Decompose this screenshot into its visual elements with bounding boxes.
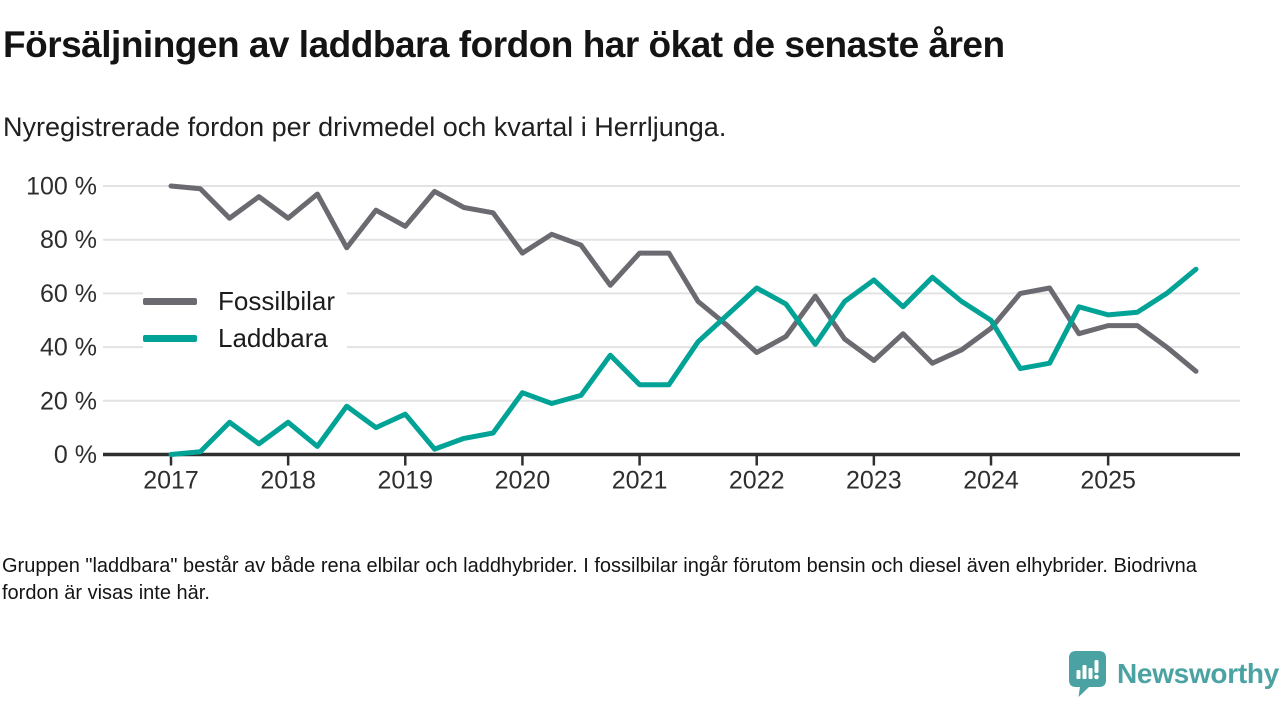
series-line-fossilbilar: [168, 183, 1199, 374]
x-tick-label-2019: 2019: [377, 467, 433, 495]
series-line-laddbara: [168, 266, 1199, 457]
x-tick-label-2024: 2024: [963, 467, 1019, 495]
y-tick-label-0: 0 %: [54, 441, 97, 469]
x-tick-label-2021: 2021: [612, 467, 668, 495]
speech-bubble-shape: [1069, 651, 1106, 697]
y-tick-label-40: 40 %: [40, 334, 97, 362]
x-tick-label-2023: 2023: [846, 467, 902, 495]
legend-item-laddbara: Laddbara: [143, 320, 348, 357]
fossilbilar-line-swatch: [143, 298, 197, 305]
quarterly-fuel-share-line-chart: 0 % 20 % 40 % 60 % 80 % 100 % 2017 2018 2019 2020…: [26, 173, 1240, 495]
x-tick-label-2017: 2017: [143, 467, 199, 495]
chart-footnote: Gruppen "laddbara" består av både rena e…: [2, 555, 1197, 604]
y-tick-label-80: 80 %: [40, 226, 97, 254]
chart-subtitle: Nyregistrerade fordon per drivmedel och …: [3, 112, 727, 142]
newsworthy-logo: Newsworthy: [1068, 650, 1279, 698]
x-tick-label-2020: 2020: [495, 467, 551, 495]
legend-label-fossilbilar: Fossilbilar: [218, 286, 336, 316]
exclamation-bar: [1094, 660, 1099, 673]
bar-chart-glyph: [1076, 660, 1099, 680]
y-tick-label-20: 20 %: [40, 387, 97, 415]
laddbara-line-swatch: [143, 335, 197, 342]
chart-legend: Fossilbilar Laddbara: [143, 283, 348, 357]
y-tick-label-60: 60 %: [40, 280, 97, 308]
x-tick-label-2025: 2025: [1080, 467, 1136, 495]
y-tick-label-100: 100 %: [26, 173, 97, 201]
chart-title: Försäljningen av laddbara fordon har öka…: [3, 24, 1005, 65]
legend-label-laddbara: Laddbara: [218, 323, 328, 353]
newsworthy-wordmark: Newsworthy: [1117, 658, 1279, 689]
newsworthy-speech-bubble-chart-icon: [1069, 651, 1106, 697]
legend-item-fossilbilar: Fossilbilar: [143, 283, 348, 320]
x-tick-label-2018: 2018: [260, 467, 316, 495]
exclamation-dot: [1094, 674, 1099, 680]
x-tick-label-2022: 2022: [729, 467, 785, 495]
